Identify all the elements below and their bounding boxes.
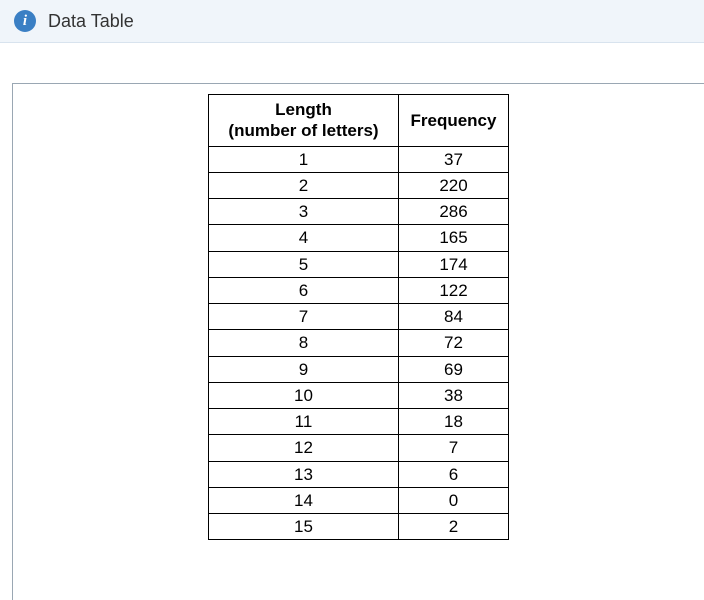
cell-length: 8 — [209, 330, 399, 356]
column-header-frequency-line1: Frequency — [411, 111, 497, 130]
cell-frequency: 165 — [399, 225, 509, 251]
cell-frequency: 286 — [399, 199, 509, 225]
data-table: Length (number of letters) Frequency 137… — [208, 94, 509, 540]
cell-length: 14 — [209, 487, 399, 513]
cell-frequency: 2 — [399, 514, 509, 540]
cell-length: 3 — [209, 199, 399, 225]
cell-frequency: 84 — [399, 304, 509, 330]
cell-frequency: 174 — [399, 251, 509, 277]
cell-frequency: 122 — [399, 277, 509, 303]
table-row: 1118 — [209, 409, 509, 435]
cell-frequency: 6 — [399, 461, 509, 487]
cell-length: 12 — [209, 435, 399, 461]
cell-length: 15 — [209, 514, 399, 540]
cell-length: 7 — [209, 304, 399, 330]
cell-frequency: 220 — [399, 172, 509, 198]
info-icon: i — [14, 10, 36, 32]
table-row: 127 — [209, 435, 509, 461]
cell-length: 6 — [209, 277, 399, 303]
table-row: 3286 — [209, 199, 509, 225]
table-row: 136 — [209, 461, 509, 487]
table-row: 137 — [209, 146, 509, 172]
table-row: 6122 — [209, 277, 509, 303]
cell-frequency: 72 — [399, 330, 509, 356]
cell-length: 11 — [209, 409, 399, 435]
cell-frequency: 7 — [399, 435, 509, 461]
cell-frequency: 0 — [399, 487, 509, 513]
cell-frequency: 69 — [399, 356, 509, 382]
column-header-length-line1: Length — [275, 100, 332, 119]
cell-frequency: 38 — [399, 382, 509, 408]
column-header-length: Length (number of letters) — [209, 95, 399, 147]
page-title: Data Table — [48, 11, 134, 32]
table-body: 137 2220 3286 4165 5174 6122 784 872 969… — [209, 146, 509, 540]
content-area: Length (number of letters) Frequency 137… — [0, 43, 704, 600]
table-panel: Length (number of letters) Frequency 137… — [12, 83, 704, 600]
cell-length: 1 — [209, 146, 399, 172]
cell-length: 9 — [209, 356, 399, 382]
column-header-length-line2: (number of letters) — [228, 121, 378, 140]
column-header-frequency: Frequency — [399, 95, 509, 147]
table-row: 784 — [209, 304, 509, 330]
table-row: 152 — [209, 514, 509, 540]
cell-length: 10 — [209, 382, 399, 408]
info-icon-glyph: i — [23, 14, 27, 29]
table-row: 2220 — [209, 172, 509, 198]
table-row: 5174 — [209, 251, 509, 277]
cell-length: 4 — [209, 225, 399, 251]
header-bar: i Data Table — [0, 0, 704, 43]
cell-frequency: 37 — [399, 146, 509, 172]
table-row: 4165 — [209, 225, 509, 251]
cell-length: 5 — [209, 251, 399, 277]
table-row: 140 — [209, 487, 509, 513]
table-header-row: Length (number of letters) Frequency — [209, 95, 509, 147]
table-row: 969 — [209, 356, 509, 382]
table-row: 872 — [209, 330, 509, 356]
cell-length: 2 — [209, 172, 399, 198]
cell-length: 13 — [209, 461, 399, 487]
table-row: 1038 — [209, 382, 509, 408]
cell-frequency: 18 — [399, 409, 509, 435]
